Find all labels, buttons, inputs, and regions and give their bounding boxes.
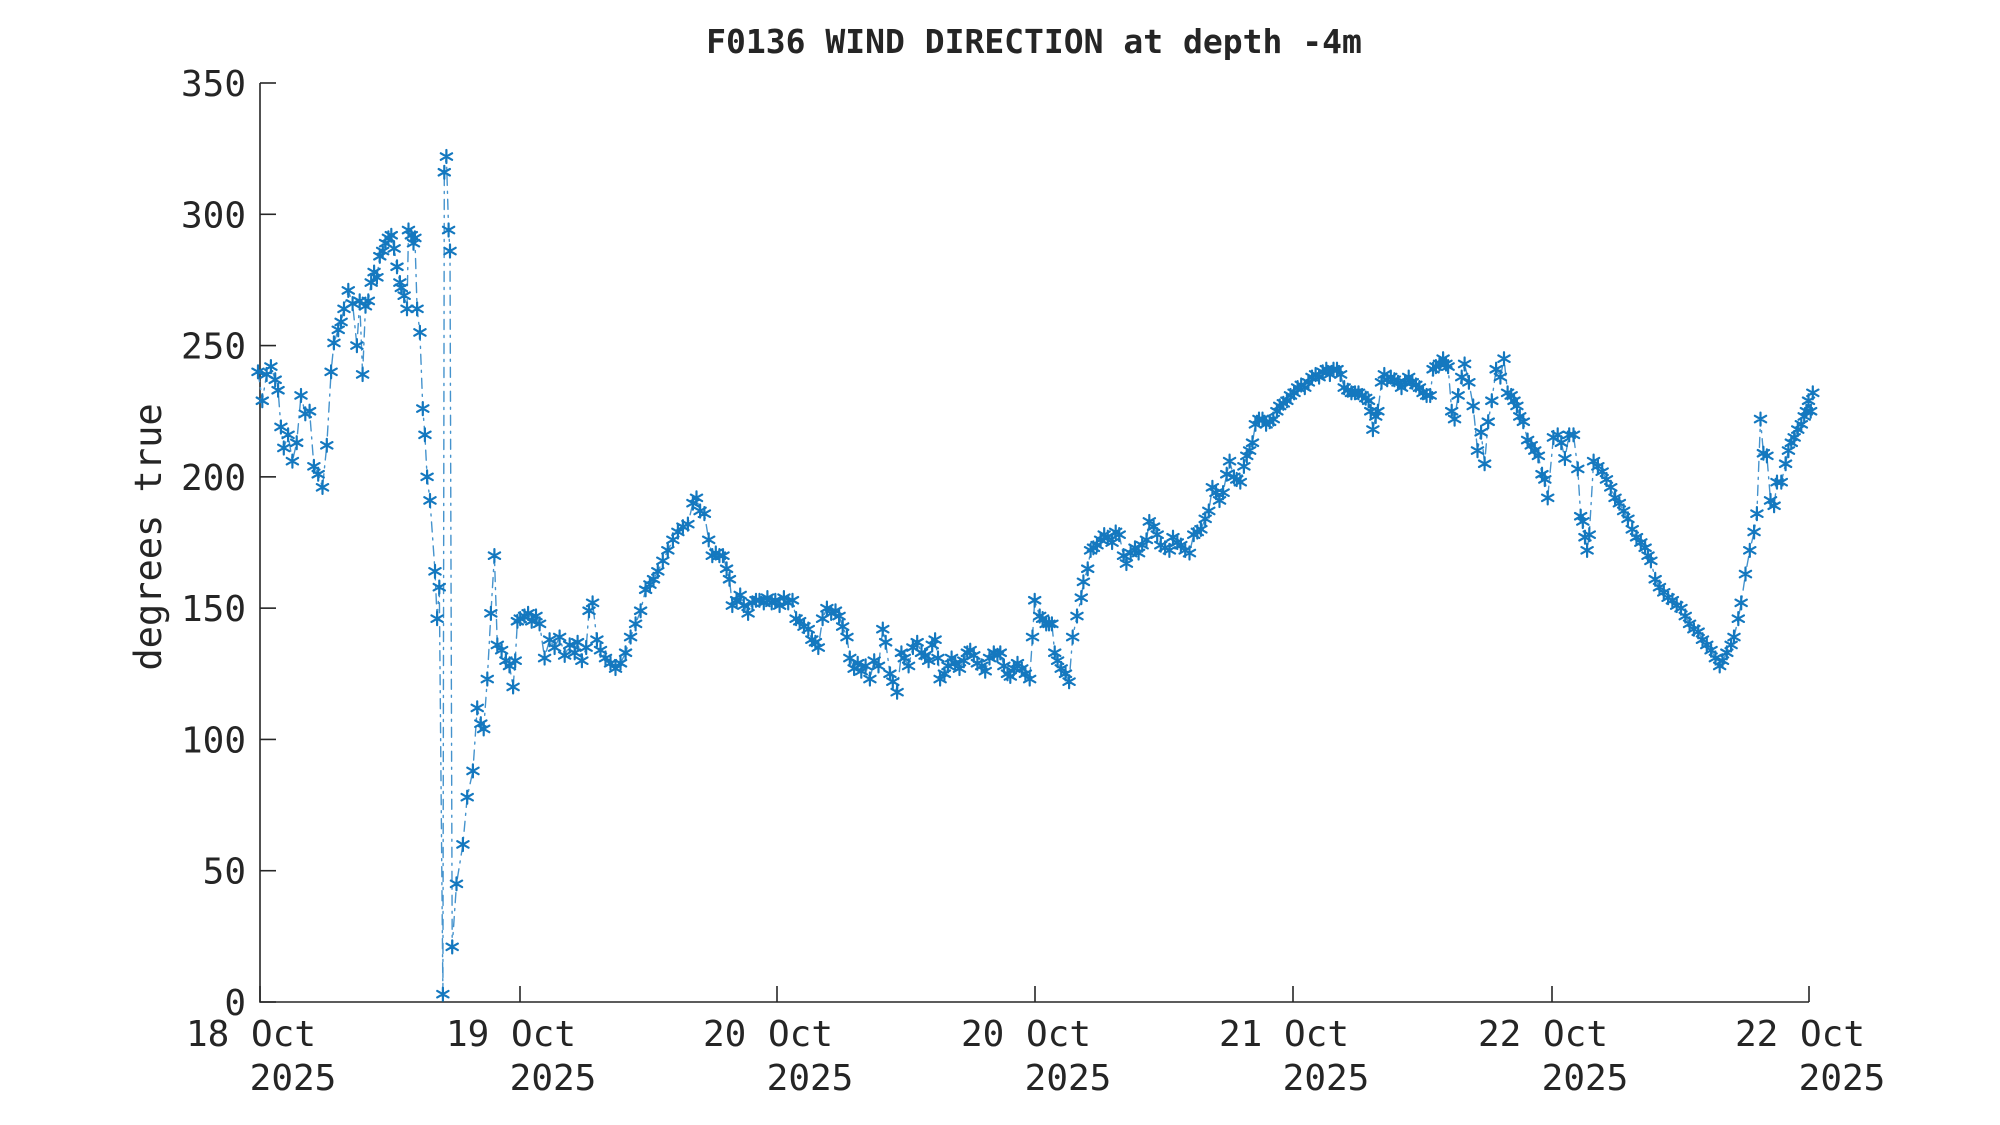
y-tick-label: 350 bbox=[181, 64, 246, 105]
x-tick-label-year: 2025 bbox=[1799, 1058, 1886, 1099]
x-tick-label-date: 20 Oct bbox=[961, 1014, 1091, 1055]
x-tick-label-date: 20 Oct bbox=[703, 1014, 833, 1055]
x-tick-label-year: 2025 bbox=[1025, 1058, 1112, 1099]
x-tick-label-year: 2025 bbox=[767, 1058, 854, 1099]
x-tick-label-year: 2025 bbox=[510, 1058, 597, 1099]
y-tick-label: 250 bbox=[181, 327, 246, 368]
x-tick-label-year: 2025 bbox=[1542, 1058, 1629, 1099]
y-tick-label: 150 bbox=[181, 589, 246, 630]
y-axis-label: degrees true bbox=[127, 403, 170, 670]
x-tick-label-date: 19 Oct bbox=[446, 1014, 576, 1055]
x-tick-label-date: 21 Oct bbox=[1219, 1014, 1349, 1055]
y-tick-label: 100 bbox=[181, 720, 246, 761]
chart-title: F0136 WIND DIRECTION at depth -4m bbox=[706, 22, 1362, 61]
y-tick-label: 300 bbox=[181, 195, 246, 236]
wind-direction-series bbox=[251, 148, 1820, 1002]
x-tick-label-date: 18 Oct bbox=[186, 1014, 316, 1055]
x-tick-label-date: 22 Oct bbox=[1478, 1014, 1608, 1055]
y-tick-label: 50 bbox=[203, 852, 246, 893]
y-tick-label: 0 bbox=[224, 983, 246, 1024]
x-tick-label-year: 2025 bbox=[1283, 1058, 1370, 1099]
series-markers bbox=[251, 148, 1820, 1002]
x-tick-label-year: 2025 bbox=[250, 1058, 337, 1099]
x-tick-label-date: 22 Oct bbox=[1735, 1014, 1865, 1055]
y-tick-label: 200 bbox=[181, 458, 246, 499]
